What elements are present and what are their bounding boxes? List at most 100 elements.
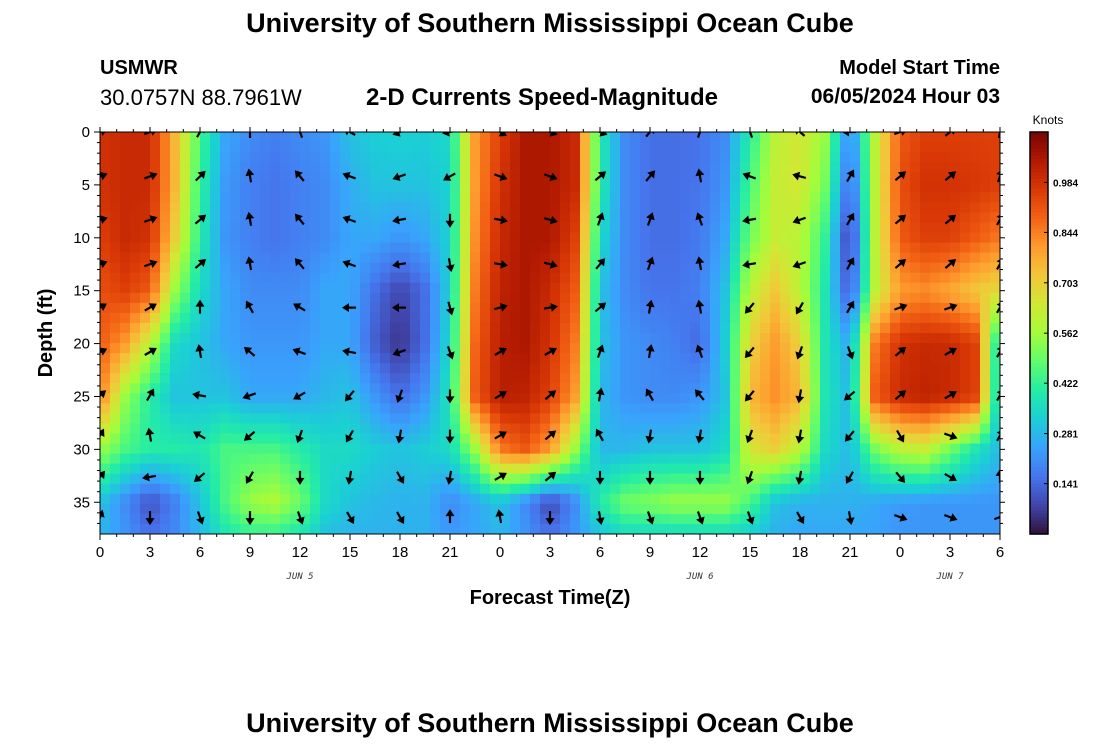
- heatmap-cell: [780, 302, 791, 314]
- heatmap-cell: [240, 192, 251, 203]
- heatmap-cell: [550, 152, 561, 163]
- current-vector-arrow: [195, 344, 205, 359]
- heatmap-cell: [800, 403, 811, 414]
- heatmap-cell: [370, 292, 381, 304]
- heatmap-cell: [480, 142, 491, 153]
- colorbar-segment: [1030, 212, 1048, 217]
- heatmap-cell: [540, 413, 551, 425]
- heatmap-cell: [300, 142, 311, 153]
- heatmap-cell: [670, 322, 681, 334]
- heatmap-cell: [300, 523, 311, 534]
- colorbar-segment: [1030, 393, 1048, 398]
- heatmap-cell: [520, 292, 531, 304]
- heatmap-cell: [930, 333, 941, 344]
- heatmap-cell: [300, 473, 311, 485]
- heatmap-cell: [640, 282, 651, 294]
- heatmap-cell: [690, 172, 701, 183]
- heatmap-cell: [680, 192, 691, 203]
- heatmap-cell: [220, 222, 231, 234]
- heatmap-cell: [940, 252, 951, 264]
- heatmap-cell: [450, 222, 461, 234]
- heatmap-cell: [330, 373, 341, 384]
- heatmap-cell: [380, 272, 391, 284]
- heatmap-cell: [190, 403, 201, 414]
- heatmap-cell: [650, 182, 661, 193]
- heatmap-cell: [250, 242, 261, 254]
- heatmap-cell: [980, 443, 991, 455]
- heatmap-cell: [620, 322, 631, 334]
- heatmap-cell: [900, 353, 911, 364]
- heatmap-cell: [390, 262, 401, 274]
- current-vector-arrow: [645, 470, 655, 485]
- heatmap-cell: [980, 433, 991, 445]
- heatmap-cell: [980, 292, 991, 304]
- heatmap-cell: [640, 152, 651, 163]
- heatmap-cell: [920, 453, 931, 465]
- heatmap-cell: [680, 333, 691, 344]
- heatmap-cell: [860, 232, 871, 244]
- heatmap-cell: [740, 483, 751, 495]
- heatmap-cell: [500, 403, 511, 414]
- heatmap-cell: [690, 453, 701, 465]
- heatmap-cell: [610, 343, 621, 354]
- heatmap-cell: [930, 503, 941, 515]
- current-vector-arrow: [944, 472, 957, 482]
- heatmap-cell: [420, 302, 431, 314]
- heatmap-cell: [500, 262, 511, 274]
- heatmap-cell: [490, 413, 501, 425]
- heatmap-cell: [620, 343, 631, 354]
- heatmap-cell: [470, 383, 481, 394]
- heatmap-cell: [640, 212, 651, 224]
- current-vector-arrow: [146, 388, 155, 402]
- heatmap-cell: [960, 383, 971, 394]
- heatmap-cell: [110, 333, 121, 344]
- heatmap-cell: [560, 503, 571, 515]
- heatmap-cell: [620, 222, 631, 234]
- heatmap-cell: [770, 383, 781, 394]
- heatmap-cell: [400, 393, 411, 404]
- heatmap-cell: [320, 162, 331, 173]
- heatmap-cell: [150, 232, 161, 244]
- heatmap-cell: [370, 312, 381, 324]
- heatmap-cell: [770, 483, 781, 495]
- heatmap-cell: [100, 433, 111, 445]
- heatmap-cell: [440, 463, 451, 475]
- heatmap-cell: [110, 423, 121, 435]
- colorbar-segment: [1030, 142, 1048, 146]
- heatmap-cell: [780, 523, 791, 534]
- current-vector-arrow: [944, 171, 957, 182]
- heatmap-cell: [160, 433, 171, 445]
- heatmap-cell: [280, 182, 291, 193]
- heatmap-cell: [480, 333, 491, 344]
- heatmap-cell: [950, 312, 961, 324]
- heatmap-cell: [180, 212, 191, 224]
- heatmap-cell: [590, 373, 601, 384]
- heatmap-cell: [410, 212, 421, 224]
- heatmap-cell: [380, 252, 391, 264]
- heatmap-cell: [710, 373, 721, 384]
- heatmap-cell: [870, 262, 881, 274]
- heatmap-cell: [170, 493, 181, 505]
- heatmap-cell: [870, 443, 881, 455]
- heatmap-cell: [610, 312, 621, 324]
- heatmap-cell: [560, 413, 571, 425]
- heatmap-cell: [120, 292, 131, 304]
- heatmap-cell: [640, 383, 651, 394]
- heatmap-cell: [440, 292, 451, 304]
- heatmap-cell: [240, 333, 251, 344]
- heatmap-cell: [330, 383, 341, 394]
- heatmap-cell: [800, 343, 811, 354]
- heatmap-cell: [380, 483, 391, 495]
- current-vector-arrow: [445, 258, 455, 273]
- heatmap-cell: [710, 393, 721, 404]
- heatmap-cell: [120, 333, 131, 344]
- heatmap-cell: [240, 373, 251, 384]
- current-vector-arrow: [646, 511, 655, 525]
- heatmap-cell: [210, 172, 221, 183]
- heatmap-cell: [910, 433, 921, 445]
- heatmap-cell: [360, 483, 371, 495]
- heatmap-cell: [380, 222, 391, 234]
- heatmap-cell: [600, 443, 611, 455]
- heatmap-cell: [990, 403, 1000, 414]
- heatmap-cell: [580, 272, 591, 284]
